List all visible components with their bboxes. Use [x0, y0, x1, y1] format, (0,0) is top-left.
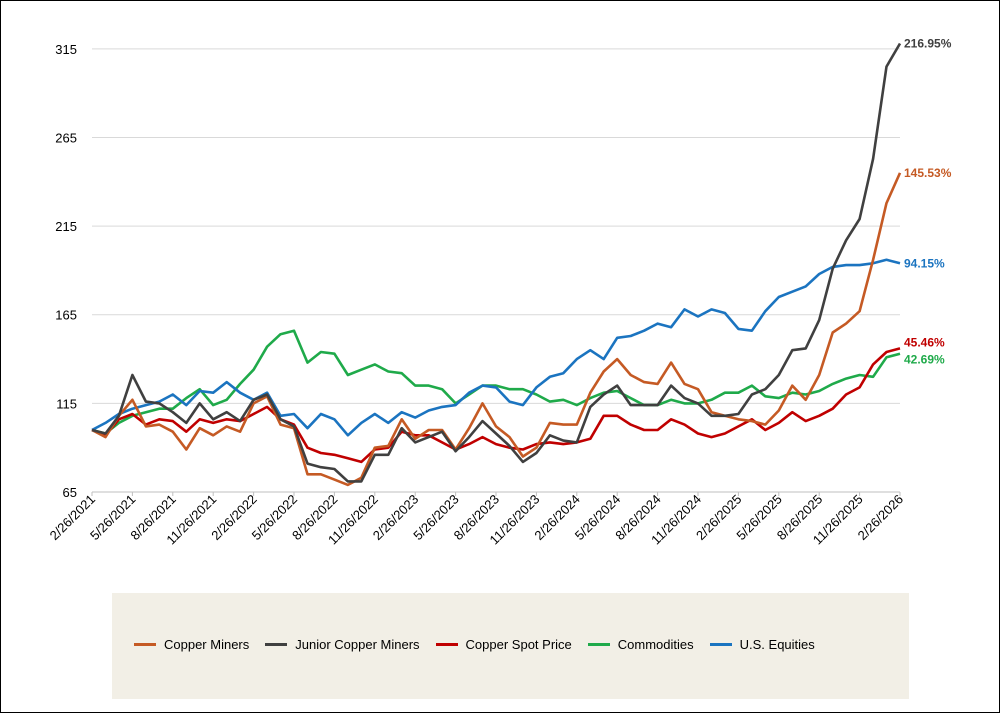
series-lines: [91, 42, 902, 487]
y-tick-label: 165: [55, 308, 77, 323]
end-label: 94.15%: [904, 256, 945, 270]
legend-item-us-equities: U.S. Equities: [709, 637, 815, 652]
series-line-junior-copper-miners: [91, 42, 902, 483]
legend-item-copper-miners: Copper Miners: [134, 637, 249, 652]
legend-item-commodities: Commodities: [587, 637, 694, 652]
x-axis: 2/26/20215/26/20218/26/202111/26/20212/2…: [47, 491, 906, 547]
end-label: 145.53%: [904, 166, 952, 180]
legend-swatch: [134, 643, 156, 646]
legend-label: U.S. Equities: [739, 637, 815, 652]
series-line-u-s-equities: [91, 258, 901, 437]
end-labels: 145.53% 216.95% 45.46% 42.69% 94.15%: [904, 37, 952, 367]
legend-swatch: [709, 643, 732, 646]
legend: Copper Miners Junior Copper Miners Coppe…: [112, 593, 909, 699]
y-tick-label: 315: [55, 42, 77, 57]
y-tick-label: 265: [55, 130, 77, 145]
series-line-copper-miners: [91, 172, 902, 487]
end-label: 216.95%: [904, 37, 952, 51]
legend-item-copper-spot-price: Copper Spot Price: [435, 637, 572, 652]
legend-label: Copper Spot Price: [465, 637, 572, 652]
series-line-copper-spot-price: [91, 347, 901, 464]
y-tick-label: 115: [56, 396, 77, 411]
legend-item-junior-copper-miners: Junior Copper Miners: [265, 637, 420, 652]
y-axis: 65 115 165 215 265 315: [55, 42, 77, 500]
end-label: 45.46%: [904, 335, 945, 349]
line-chart: 65 115 165 215 265 315 2/26/20215/26/20218/26…: [47, 37, 952, 548]
legend-label: Junior Copper Miners: [295, 637, 420, 652]
y-tick-label: 65: [63, 485, 77, 500]
end-label: 42.69%: [904, 353, 945, 367]
legend-swatch: [265, 643, 288, 646]
legend-swatch: [587, 643, 610, 646]
legend-label: Copper Miners: [164, 637, 250, 652]
y-tick-label: 215: [55, 219, 77, 234]
legend-swatch: [435, 643, 458, 646]
legend-label: Commodities: [617, 637, 694, 652]
gridlines: [92, 48, 900, 404]
series-line-commodities: [91, 329, 901, 435]
